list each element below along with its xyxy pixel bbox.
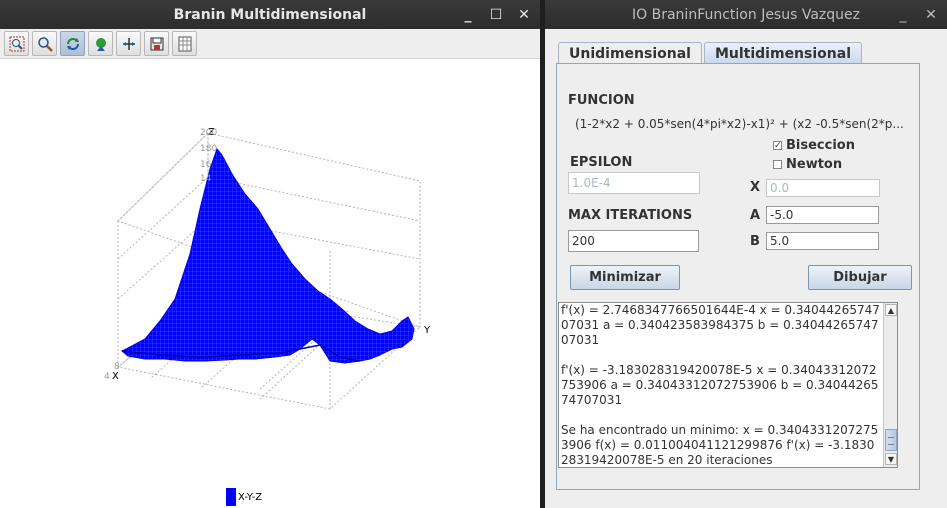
max-iterations-field[interactable] [568,230,699,252]
funcion-label: FUNCION [568,93,635,108]
funcion-text: (1-2*x2 + 0.05*sen(4*pi*x2)-x1)² + (x2 -… [575,117,904,131]
close-icon[interactable]: ✕ [925,6,937,23]
reset-icon[interactable] [116,31,141,56]
solver-window-controls: _ ✕ [895,0,939,29]
z-tick-label: 180 [200,144,217,154]
legend-label: X-Y-Z [238,491,263,503]
plot-legend: X-Y-Z [226,488,262,506]
legend-swatch [226,488,236,506]
minimizar-button[interactable]: Minimizar [570,265,680,290]
maximize-icon[interactable]: ☐ [489,6,503,23]
x-field[interactable] [766,179,880,197]
surface-ridge [121,344,361,362]
mode-tabs: Unidimensional Multidimensional [558,42,864,64]
translate-icon[interactable] [88,31,113,56]
plot-window-titlebar[interactable]: Branin Multidimensional _ ☐ ✕ [0,0,540,29]
epsilon-label: EPSILON [570,155,633,170]
x-axis-label: X [112,371,119,382]
epsilon-field[interactable] [568,172,700,194]
solver-window-title: IO BraninFunction Jesus Vazquez [632,6,860,23]
dibujar-button[interactable]: Dibujar [808,265,912,290]
minimize-icon[interactable]: _ [899,6,907,23]
zoom-rect-icon[interactable] [4,31,29,56]
checkbox-unchecked-icon [773,160,782,169]
window-divider [540,0,545,508]
plot-window: Branin Multidimensional _ ☐ ✕ [0,0,540,508]
biseccion-label: Biseccion [786,138,855,153]
newton-label: Newton [786,157,843,172]
a-field[interactable] [766,206,879,224]
tab-multidimensional[interactable]: Multidimensional [703,42,862,64]
tab-unidimensional[interactable]: Unidimensional [558,42,702,64]
max-iterations-label: MAX ITERATIONS [568,208,693,223]
x-label: X [750,180,761,195]
plot-toolbar [0,29,540,59]
plot-window-title: Branin Multidimensional [173,6,367,23]
biseccion-checkbox[interactable]: ✓ Biseccion [773,138,855,153]
solver-window-titlebar[interactable]: IO BraninFunction Jesus Vazquez _ ✕ [545,0,947,29]
z-tick-label: 14 [200,174,212,184]
solver-window: IO BraninFunction Jesus Vazquez _ ✕ Unid… [545,0,947,508]
surface-mesh [121,148,415,364]
rotate-icon[interactable] [60,31,85,56]
z-axis-label: Z [208,127,215,138]
minimize-icon[interactable]: _ [464,6,472,23]
newton-checkbox[interactable]: Newton [773,157,842,172]
surface-plot[interactable]: Z Y X 200 180 16 14 4 8 [0,59,540,508]
z-tick-label: 16 [200,160,212,170]
b-field[interactable] [766,232,879,250]
x-tick-label: 4 [104,372,110,382]
scroll-down-icon[interactable]: ▼ [885,453,897,465]
plot-window-controls: _ ☐ ✕ [460,0,532,29]
a-label: A [750,208,761,223]
scroll-thumb[interactable] [885,429,897,451]
output-textarea[interactable]: f'(x) = 2.7468347766501644E-4 x = 0.3404… [558,302,898,468]
y-axis-label: Y [423,325,431,336]
save-icon[interactable] [144,31,169,56]
zoom-icon[interactable] [32,31,57,56]
checkbox-checked-icon: ✓ [773,141,782,151]
z-tick-label: 200 [200,128,217,138]
output-text: f'(x) = 2.7468347766501644E-4 x = 0.3404… [561,303,880,467]
grid-icon[interactable] [172,31,197,56]
multidimensional-panel: FUNCION (1-2*x2 + 0.05*sen(4*pi*x2)-x1)²… [556,63,920,490]
output-scrollbar[interactable]: ▲ ▼ [883,303,897,467]
b-label: B [750,234,760,249]
x-tick-label: 8 [114,362,120,372]
scroll-up-icon[interactable]: ▲ [885,304,897,316]
close-icon[interactable]: ✕ [518,6,530,23]
